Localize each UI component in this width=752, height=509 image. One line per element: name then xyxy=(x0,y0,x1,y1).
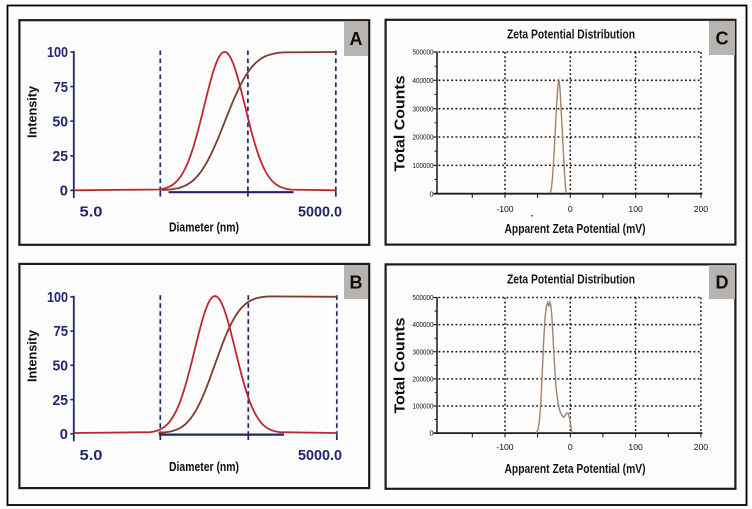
svg-text:500000: 500000 xyxy=(413,293,434,302)
svg-text:Intensity: Intensity xyxy=(25,85,40,138)
svg-text:A: A xyxy=(350,29,363,49)
svg-text:400000: 400000 xyxy=(413,76,434,85)
svg-text:25: 25 xyxy=(53,392,69,409)
svg-text:200: 200 xyxy=(694,204,709,214)
svg-text:200: 200 xyxy=(694,442,709,452)
svg-text:Total Counts: Total Counts xyxy=(392,76,409,172)
svg-text:50: 50 xyxy=(53,113,69,130)
svg-text:100: 100 xyxy=(628,204,643,214)
svg-text:200000: 200000 xyxy=(413,133,434,142)
svg-text:300000: 300000 xyxy=(413,104,434,113)
svg-text:5000.0: 5000.0 xyxy=(298,447,342,464)
svg-text:100000: 100000 xyxy=(413,161,434,170)
svg-text:400000: 400000 xyxy=(413,320,434,329)
svg-text:25: 25 xyxy=(53,148,69,165)
svg-text:B: B xyxy=(350,273,363,293)
svg-text:0: 0 xyxy=(429,189,433,198)
svg-text:Apparent Zeta Potential (mV): Apparent Zeta Potential (mV) xyxy=(505,461,646,476)
svg-text:75: 75 xyxy=(54,79,69,96)
svg-text:5.0: 5.0 xyxy=(80,204,103,221)
svg-text:75: 75 xyxy=(54,323,69,340)
svg-text:0: 0 xyxy=(60,183,68,200)
svg-text:Intensity: Intensity xyxy=(25,329,40,382)
svg-text:50: 50 xyxy=(53,358,69,375)
svg-text:Zeta Potential Distribution: Zeta Potential Distribution xyxy=(507,27,635,42)
svg-text:C: C xyxy=(716,29,729,49)
svg-text:0: 0 xyxy=(60,426,68,443)
svg-text:0: 0 xyxy=(429,429,433,438)
svg-text:300000: 300000 xyxy=(413,347,434,356)
svg-text:500000: 500000 xyxy=(413,48,434,57)
svg-text:100: 100 xyxy=(47,289,68,306)
svg-text:-100: -100 xyxy=(496,442,513,452)
svg-text:100: 100 xyxy=(47,44,68,61)
svg-text:5000.0: 5000.0 xyxy=(298,204,342,221)
svg-text:Total Counts: Total Counts xyxy=(392,318,409,414)
svg-text:Apparent Zeta Potential (mV): Apparent Zeta Potential (mV) xyxy=(505,221,646,236)
svg-text:D: D xyxy=(716,273,729,293)
svg-text:-100: -100 xyxy=(496,204,513,214)
svg-text:100: 100 xyxy=(628,442,643,452)
svg-text:Diameter (nm): Diameter (nm) xyxy=(169,220,239,235)
svg-text:100000: 100000 xyxy=(413,402,434,411)
svg-text:5.0: 5.0 xyxy=(80,447,103,464)
svg-text:Zeta Potential Distribution: Zeta Potential Distribution xyxy=(507,272,635,287)
svg-text:0: 0 xyxy=(568,442,573,452)
svg-text:0: 0 xyxy=(568,204,573,214)
svg-text:Diameter (nm): Diameter (nm) xyxy=(169,459,239,474)
svg-text:200000: 200000 xyxy=(413,375,434,384)
